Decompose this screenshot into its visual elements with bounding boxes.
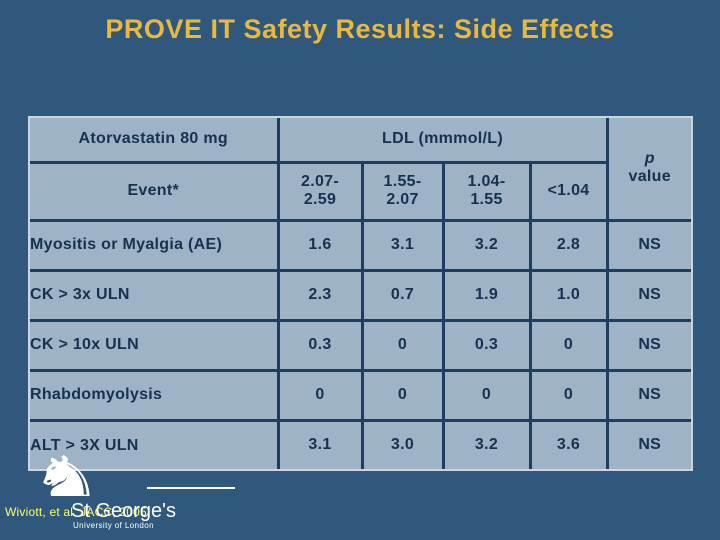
header-range-2: 1.55- 2.07 (360, 160, 445, 222)
safety-results-table: Atorvastatin 80 mg LDL (mmmol/L) p value… (30, 118, 691, 469)
header-p-value: p value (605, 118, 691, 222)
table-header-row-1: Atorvastatin 80 mg LDL (mmmol/L) p value (30, 118, 691, 222)
table-row-ck3x: CK > 3x ULN 2.3 0.7 1.9 1.0 NS (30, 268, 691, 322)
lance-line (147, 487, 235, 489)
slide-title: PROVE IT Safety Results: Side Effects (105, 14, 615, 44)
cell-value: 0 (360, 368, 445, 422)
table-row-alt: ALT > 3X ULN 3.1 3.0 3.2 3.6 NS (30, 418, 691, 469)
cell-p-value: NS (605, 418, 691, 469)
cell-value: 1.9 (441, 268, 532, 322)
cell-value: 0.3 (441, 318, 532, 372)
table-header-row-2: Event* 2.07- 2.59 1.55- 2.07 1.04- 1.55 … (30, 160, 691, 222)
cell-value: 0 (360, 318, 445, 372)
row-label: CK > 10x ULN (30, 318, 280, 372)
cell-p-value: NS (605, 218, 691, 272)
cell-value: 0 (528, 368, 609, 422)
st-georges-logo: ♞ St George's University of London (0, 445, 250, 540)
cell-value: 1.0 (528, 268, 609, 322)
cell-value: 3.1 (276, 418, 364, 469)
knight-horse-icon: ♞ (30, 445, 103, 510)
cell-value: 0.3 (276, 318, 364, 372)
cell-value: 2.3 (276, 268, 364, 322)
cell-value: 0 (441, 368, 532, 422)
cell-p-value: NS (605, 318, 691, 372)
cell-value: 0.7 (360, 268, 445, 322)
header-range-1: 2.07- 2.59 (276, 160, 364, 222)
safety-results-table-wrap: Atorvastatin 80 mg LDL (mmmol/L) p value… (28, 116, 693, 471)
row-label: Myositis or Myalgia (AE) (30, 218, 280, 272)
cell-value: 3.0 (360, 418, 445, 469)
table-row-myositis: Myositis or Myalgia (AE) 1.6 3.1 3.2 2.8… (30, 218, 691, 272)
header-ldl-group: LDL (mmmol/L) (276, 118, 609, 164)
row-label: Rhabdomyolysis (30, 368, 280, 422)
cell-p-value: NS (605, 268, 691, 322)
logo-subtitle: University of London (73, 521, 154, 530)
cell-value: 3.1 (360, 218, 445, 272)
p-symbol: p (644, 149, 655, 167)
row-label: CK > 3x ULN (30, 268, 280, 322)
cell-value: 3.2 (441, 418, 532, 469)
row-label: ALT > 3X ULN (30, 418, 280, 469)
header-range-4: <1.04 (528, 160, 607, 222)
cell-value: 3.6 (528, 418, 609, 469)
cell-value: 0 (276, 368, 364, 422)
p-word: value (628, 168, 671, 186)
cell-p-value: NS (605, 368, 691, 422)
cell-value: 3.2 (441, 218, 532, 272)
cell-value: 2.8 (528, 218, 609, 272)
table-row-rhabdomyolysis: Rhabdomyolysis 0 0 0 0 NS (30, 368, 691, 422)
cell-value: 0 (528, 318, 609, 372)
logo-title: St George's (71, 500, 176, 522)
table-row-ck10x: CK > 10x ULN 0.3 0 0.3 0 NS (30, 318, 691, 372)
header-event: Event* (30, 160, 280, 222)
header-range-3: 1.04- 1.55 (441, 160, 532, 222)
header-drug: Atorvastatin 80 mg (30, 118, 280, 164)
cell-value: 1.6 (276, 218, 364, 272)
citation: Wiviott, et al. JACC, 2005 (5, 505, 147, 519)
